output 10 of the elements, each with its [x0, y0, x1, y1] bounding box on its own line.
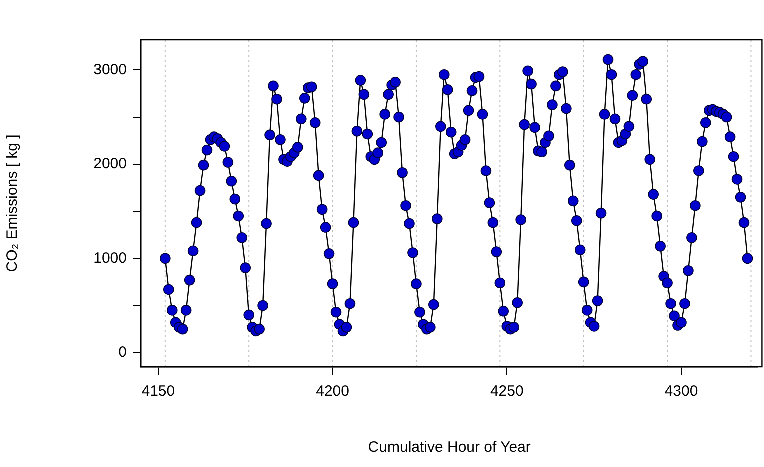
y-axis-title: CO₂ Emissions [ kg ]: [4, 134, 22, 272]
x-tick-label: 4150: [142, 383, 176, 400]
x-axis-title: Cumulative Hour of Year: [368, 439, 531, 456]
x-tick-label: 4300: [664, 383, 698, 400]
y-tick-label: 1000: [94, 250, 127, 267]
y-tick-label: 0: [118, 344, 127, 362]
y-tick-label: 2000: [94, 156, 127, 173]
x-tick-label: 4200: [316, 383, 350, 400]
y-tick-label: 3000: [94, 61, 127, 78]
x-tick-label: 4250: [490, 383, 524, 400]
